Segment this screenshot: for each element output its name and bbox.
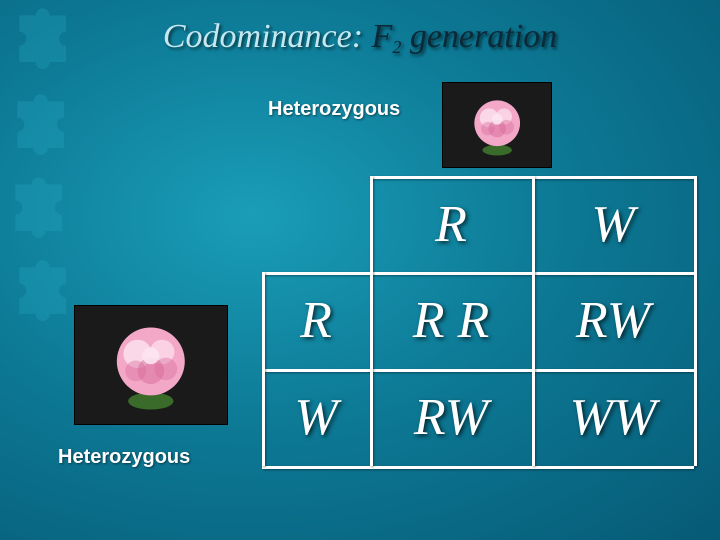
- flower-frame: [442, 82, 552, 168]
- punnett-gridline: [532, 176, 535, 466]
- punnett-gridline: [262, 272, 694, 275]
- punnett-cell: WW: [532, 369, 694, 466]
- punnett-gridline: [262, 466, 694, 469]
- punnett-cell: R R: [370, 272, 532, 369]
- carnation-icon: [454, 91, 540, 158]
- puzzle-piece-icon: [6, 175, 76, 245]
- flower-frame: [74, 305, 228, 425]
- heterozygous-top-label: Heterozygous: [268, 98, 400, 121]
- punnett-row-header: W: [262, 369, 370, 466]
- puzzle-piece-icon: [8, 92, 78, 162]
- punnett-gridline: [694, 176, 697, 466]
- title-part1: Codominance:: [163, 18, 363, 55]
- punnett-col-header: R: [370, 176, 532, 272]
- heterozygous-left-label: Heterozygous: [58, 446, 190, 469]
- punnett-gridline: [370, 176, 373, 466]
- slide-title: Codominance: F2 generation: [0, 18, 720, 56]
- title-part2: F2 generation: [372, 18, 558, 55]
- punnett-square: R W R W R R RW RW WW: [262, 176, 694, 466]
- punnett-col-header: W: [532, 176, 694, 272]
- flower-image-left: [74, 305, 228, 425]
- puzzle-piece-icon: [10, 258, 80, 328]
- punnett-row-header: R: [262, 272, 370, 369]
- punnett-cell: RW: [370, 369, 532, 466]
- punnett-gridline: [262, 369, 694, 372]
- punnett-gridline: [262, 272, 265, 466]
- flower-image-top: [442, 82, 552, 168]
- carnation-icon: [90, 318, 212, 412]
- punnett-cell: RW: [532, 272, 694, 369]
